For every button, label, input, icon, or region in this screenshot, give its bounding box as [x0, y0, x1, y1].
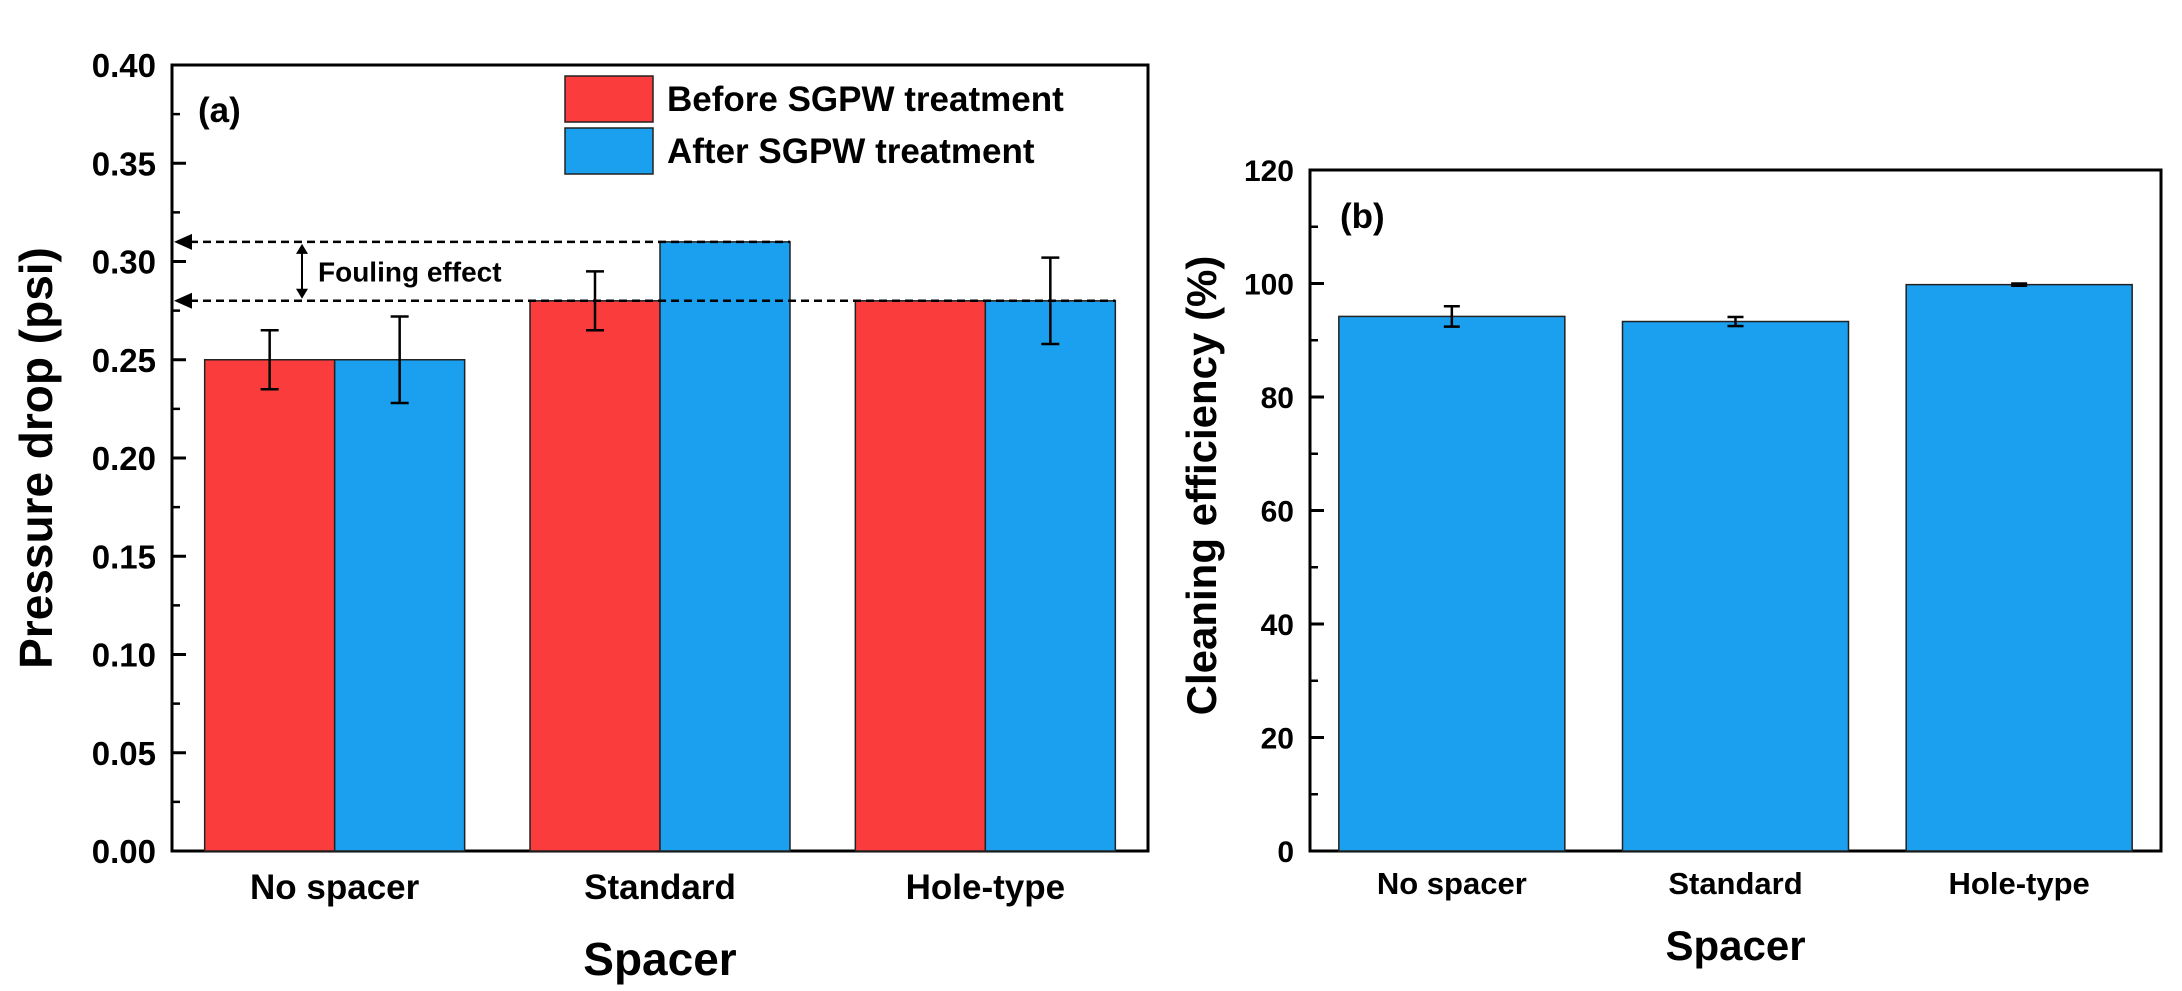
y-tick-label: 0.15 [92, 538, 156, 575]
y-axis-title: Cleaning efficiency (%) [1178, 256, 1225, 716]
y-tick-label: 80 [1261, 382, 1294, 415]
y-tick-label: 120 [1244, 155, 1294, 188]
y-tick-label: 40 [1261, 609, 1294, 642]
bar-efficiency [1621, 320, 1850, 852]
fouling-span-arrow-down [296, 288, 308, 299]
panel-label: (a) [198, 91, 241, 130]
legend-swatch [564, 127, 654, 175]
y-tick-label: 60 [1261, 496, 1294, 529]
bar-after [659, 241, 791, 852]
fouling-arrowhead-top [174, 233, 192, 250]
y-tick-label: 0.00 [92, 833, 156, 870]
y-tick-label: 0.35 [92, 145, 156, 182]
bar-before [529, 300, 661, 852]
y-tick-label: 0 [1277, 836, 1294, 869]
bar-after [984, 300, 1117, 852]
y-tick-label: 0.20 [92, 440, 156, 477]
legend-label: After SGPW treatment [667, 132, 1035, 171]
y-tick-label: 100 [1244, 269, 1294, 302]
x-tick-label: Hole-type [1949, 866, 2090, 901]
y-tick-label: 0.30 [92, 244, 156, 281]
bar-before [854, 300, 987, 852]
y-tick-label: 20 [1261, 723, 1294, 756]
y-axis-title: Pressure drop (psi) [10, 247, 62, 669]
bar-efficiency [1338, 315, 1566, 852]
y-tick-label: 0.40 [92, 47, 156, 84]
x-axis-title: Spacer [1665, 922, 1805, 969]
x-tick-label: No spacer [1377, 866, 1527, 901]
x-tick-label: Standard [1668, 866, 1802, 901]
bar-efficiency [1905, 283, 2133, 852]
legend-label: Before SGPW treatment [667, 80, 1064, 119]
panel-label: (b) [1340, 197, 1385, 236]
fouling-arrowhead-bottom [174, 292, 192, 309]
bar-before [203, 359, 336, 852]
bar-after [333, 359, 466, 852]
chart-panel-b: 0 20 40 60 80 100 120 No spacer Standard Hole-typ… [1178, 155, 2163, 969]
x-tick-label: Hole-type [906, 868, 1065, 907]
legend-swatch [564, 75, 654, 123]
fouling-span-arrow-up [296, 243, 308, 254]
x-axis-title: Spacer [583, 933, 737, 985]
y-tick-label: 0.25 [92, 342, 156, 379]
y-tick-label: 0.10 [92, 637, 156, 674]
y-tick-label: 0.05 [92, 735, 156, 772]
x-tick-label: Standard [584, 868, 736, 907]
chart-panel-a: 0.00 0.05 0.10 0.15 0.20 0.25 0.30 0.35 0.40 No s… [10, 47, 1150, 985]
fouling-annotation: Fouling effect [318, 256, 502, 287]
x-tick-label: No spacer [250, 868, 420, 907]
